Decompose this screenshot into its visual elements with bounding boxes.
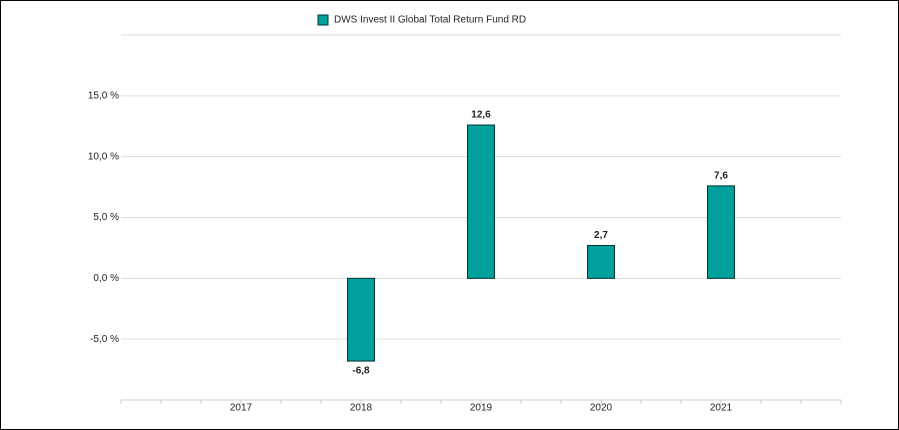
y-tick-label: 0,0 % [93, 273, 119, 284]
legend-label: DWS Invest II Global Total Return Fund R… [334, 15, 526, 26]
data-label: 12,6 [471, 110, 491, 121]
bar [587, 244, 615, 279]
x-tick-label: 2021 [710, 403, 733, 414]
bar [347, 277, 375, 362]
data-label: 2,7 [594, 230, 608, 241]
legend-swatch [317, 14, 329, 26]
data-label: 7,6 [714, 171, 728, 182]
bar [467, 124, 495, 279]
y-tick-label: 15,0 % [88, 90, 119, 101]
y-tick-label: 10,0 % [88, 151, 119, 162]
data-label: -6,8 [352, 366, 370, 377]
x-tick-label: 2017 [230, 403, 253, 414]
y-tick-label: 5,0 % [93, 212, 119, 223]
y-tick-label: -5,0 % [90, 334, 119, 345]
x-tick-label: 2019 [470, 403, 493, 414]
x-tick-label: 2018 [350, 403, 373, 414]
bar [707, 185, 735, 279]
x-tick-label: 2020 [590, 403, 613, 414]
